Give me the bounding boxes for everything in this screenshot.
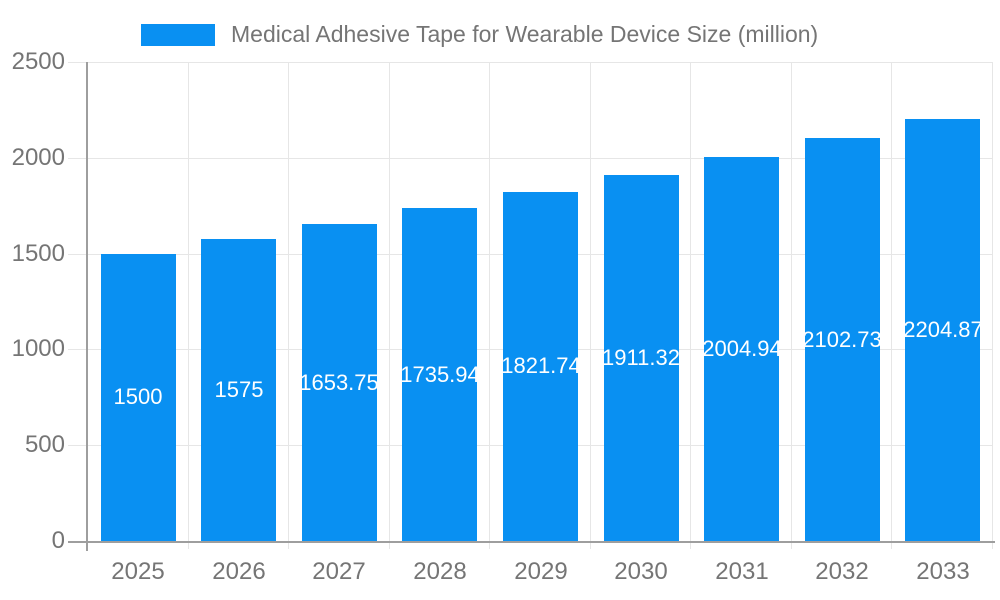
gridline-vertical [791, 62, 792, 549]
gridline-vertical [891, 62, 892, 549]
y-tick-label: 2500 [11, 48, 65, 75]
x-tick-label: 2025 [111, 558, 165, 585]
y-axis-line [86, 62, 88, 551]
y-tick-label: 1000 [11, 335, 65, 362]
y-tick-label: 1500 [11, 240, 65, 267]
bar-2028[interactable] [402, 208, 477, 541]
bar-2027[interactable] [302, 224, 377, 541]
x-tick-label: 2029 [514, 558, 568, 585]
bar-2032[interactable] [805, 138, 880, 541]
legend-swatch [141, 23, 215, 46]
bar-2026[interactable] [201, 239, 276, 541]
bar-2031[interactable] [704, 157, 779, 541]
x-axis-line [68, 541, 995, 543]
gridline-horizontal [68, 62, 993, 63]
y-tick-label: 0 [51, 527, 65, 554]
bar-2029[interactable] [503, 192, 578, 541]
x-tick-label: 2028 [413, 558, 467, 585]
gridline-vertical [389, 62, 390, 549]
gridline-vertical [188, 62, 189, 549]
gridline-vertical [690, 62, 691, 549]
chart-title: Medical Adhesive Tape for Wearable Devic… [231, 21, 819, 47]
x-tick-label: 2030 [614, 558, 668, 585]
gridline-vertical [288, 62, 289, 549]
gridline-vertical [489, 62, 490, 549]
bar-2033[interactable] [905, 119, 980, 541]
gridline-vertical [992, 62, 993, 549]
legend: Medical Adhesive Tape for Wearable Devic… [141, 21, 818, 48]
y-tick-label: 500 [24, 431, 65, 458]
x-tick-label: 2031 [715, 558, 769, 585]
gridline-vertical [590, 62, 591, 549]
x-tick-label: 2026 [212, 558, 266, 585]
y-tick-label: 2000 [11, 144, 65, 171]
x-tick-label: 2032 [815, 558, 869, 585]
x-tick-label: 2033 [916, 558, 970, 585]
x-tick-label: 2027 [312, 558, 366, 585]
bar-2030[interactable] [604, 175, 679, 541]
plot-area: 1500 1575 1653.75 1735.94 1821.74 1911.32 2004… [68, 62, 995, 551]
bar-2025[interactable] [101, 254, 176, 541]
gridline-horizontal [68, 158, 993, 159]
